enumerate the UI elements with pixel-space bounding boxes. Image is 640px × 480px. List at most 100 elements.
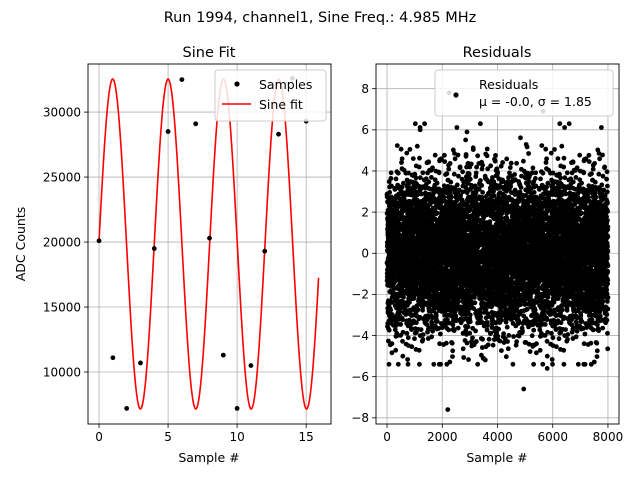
y-tick-label: 15000 [43, 300, 81, 314]
legend-samples-label: Samples [259, 77, 312, 92]
residual-point [406, 170, 411, 176]
residual-point [399, 160, 404, 165]
residual-point [480, 162, 485, 168]
residual-point [508, 160, 514, 166]
residual-point [478, 178, 483, 183]
residual-point [400, 329, 406, 335]
residual-point [446, 327, 452, 333]
residuals-series [384, 90, 611, 412]
sample-point [207, 235, 212, 241]
residual-point [426, 179, 432, 185]
residual-point [438, 361, 443, 367]
residual-point [413, 175, 419, 181]
residual-point [414, 192, 420, 198]
residual-point [450, 354, 455, 359]
residual-point [500, 160, 505, 165]
residual-point [473, 170, 479, 176]
residual-point [418, 327, 424, 332]
residual-point [506, 333, 512, 338]
residual-point [388, 170, 394, 176]
residual-point [495, 170, 501, 175]
residual-point [447, 359, 453, 365]
residual-point [473, 339, 479, 344]
residual-point [434, 319, 440, 324]
residual-point [400, 353, 406, 359]
residual-point [479, 195, 485, 200]
residual-point [430, 191, 436, 197]
residual-point [422, 121, 427, 127]
sample-point [220, 352, 226, 358]
residual-point [461, 355, 467, 360]
residual-point [450, 322, 456, 328]
residual-point [442, 159, 448, 165]
y-tick-label: 10000 [43, 365, 81, 379]
residual-point [414, 320, 419, 326]
residual-point [394, 143, 400, 149]
residual-point [504, 324, 510, 330]
residual-point [405, 357, 410, 362]
x-tick-label: 15 [299, 430, 314, 444]
residual-point [514, 160, 519, 166]
residual-point [468, 161, 474, 167]
residual-point [386, 338, 391, 344]
residual-point [416, 347, 422, 353]
residual-point [460, 346, 466, 352]
residual-point [488, 163, 494, 169]
residual-point [512, 172, 517, 177]
sine-fit-ylabel: ADC Counts [13, 207, 28, 282]
residual-point [404, 330, 410, 336]
residual-point [392, 327, 398, 333]
residual-point [407, 147, 413, 152]
y-tick-label: 20000 [43, 235, 81, 249]
residual-point [455, 152, 461, 158]
residual-point [452, 156, 458, 162]
residual-point [399, 156, 405, 162]
residual-point [395, 361, 401, 367]
residual-point [412, 171, 418, 177]
residual-point [389, 194, 394, 200]
residual-point [437, 341, 442, 347]
sine-fit-legend: Samples Sine fit [214, 69, 327, 122]
residual-point [389, 183, 394, 189]
sine-fit-chart: Sine Fit 0 5 10 151000015000200002500030000… [13, 45, 332, 465]
sample-point [96, 238, 102, 244]
residual-point [444, 340, 449, 346]
residual-point [429, 175, 434, 180]
residual-point [408, 308, 414, 314]
residual-point [388, 307, 393, 313]
residual-point [401, 294, 406, 300]
residual-point [467, 330, 473, 336]
sample-point [276, 131, 281, 137]
residual-point [454, 125, 460, 130]
residual-point [401, 180, 406, 186]
residual-point [386, 361, 392, 367]
residual-point [404, 150, 410, 156]
residual-point [415, 307, 421, 313]
residual-point [464, 340, 470, 346]
y-tick-label: 25000 [43, 170, 81, 184]
sine-fit-axes-frame [87, 63, 332, 425]
sample-point [234, 406, 240, 411]
residual-point [507, 165, 513, 171]
residual-point [457, 164, 463, 170]
residual-point [463, 137, 468, 143]
residual-point [505, 339, 510, 344]
residual-point [420, 170, 426, 176]
residual-point [393, 176, 399, 182]
residual-point [400, 338, 405, 344]
residual-point [420, 305, 425, 310]
residual-point [449, 340, 455, 346]
residual-point [426, 159, 431, 165]
sample-point [124, 406, 130, 411]
residual-point [409, 344, 415, 350]
residual-point [412, 336, 417, 342]
residual-point [389, 350, 395, 356]
residual-point [491, 193, 497, 199]
residual-point [505, 346, 511, 352]
figure-title: Run 1994, channel1, Sine Freq.: 4.985 MH… [164, 10, 477, 26]
residual-point [388, 176, 394, 181]
sine-fit-curve [98, 77, 320, 411]
residual-point [451, 171, 457, 177]
residual-point [467, 319, 473, 325]
